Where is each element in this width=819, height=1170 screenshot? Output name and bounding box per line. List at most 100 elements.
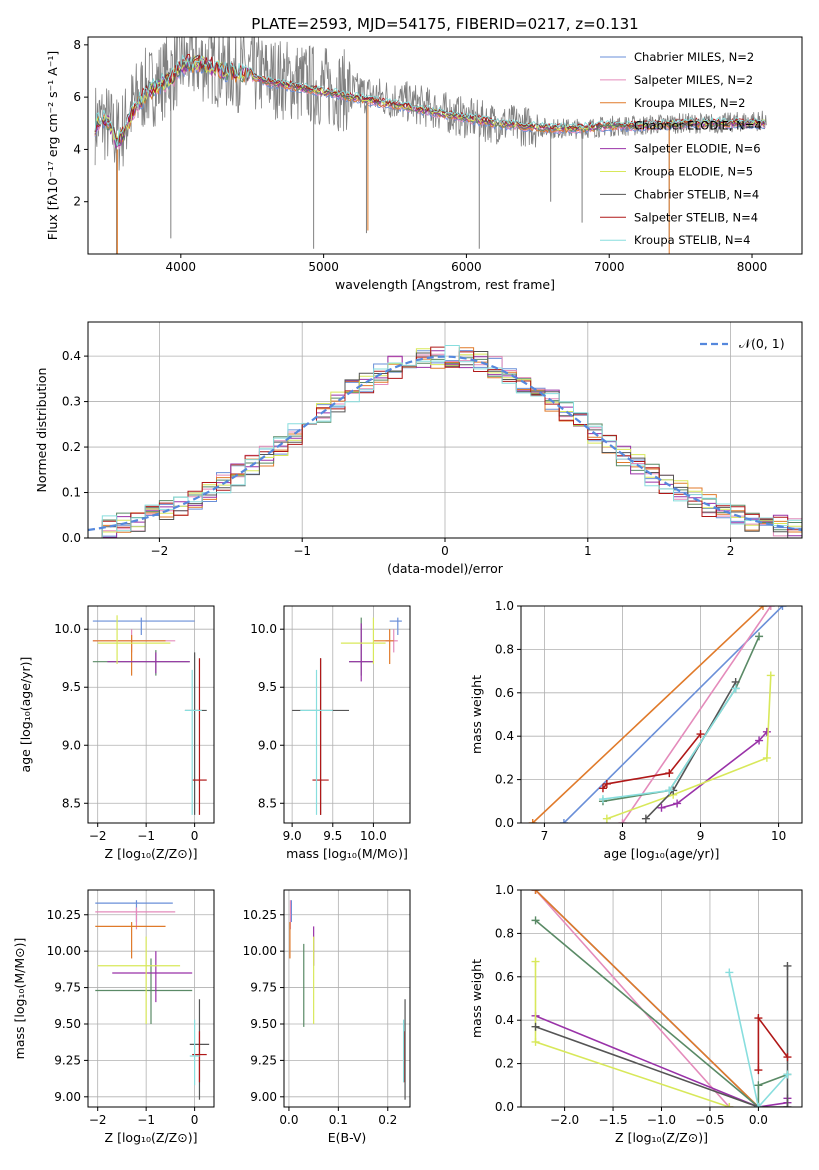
weight-line-7 [602, 733, 702, 789]
legend-label: Kroupa MILES, NSSP=2 [634, 96, 746, 110]
weight-marker [531, 1022, 540, 1031]
y-tick-label: 9.00 [250, 1090, 277, 1104]
axes-frame [87, 889, 215, 1108]
weight-marker [762, 727, 771, 736]
x-tick-label: −1 [137, 829, 155, 843]
x-tick-label: 0.0 [749, 1113, 768, 1127]
y-tick-label: 6 [73, 90, 81, 104]
y-axis-label: mass weight [469, 959, 484, 1038]
gaussian-curve [88, 355, 802, 532]
weight-line-7 [757, 1015, 789, 1071]
weight-vs-Z-panel: −2.0 −1.5 −1.0 −0.5 0.0 0.0 0.2 0.4 0.6 0.8 1.0 Z [… [469, 883, 803, 1145]
x-tick-label: 0.0 [279, 1113, 298, 1127]
legend-label: 𝒩(0, 1) [739, 336, 785, 351]
weight-marker [725, 968, 734, 977]
legend: Chabrier MILES, NSSP=2 Salpeter MILES, NS… [600, 50, 762, 247]
axes-frame [87, 605, 215, 824]
y-tick-label: 10.00 [47, 944, 81, 958]
plot-area [94, 37, 767, 254]
x-tick-label: 5000 [308, 260, 339, 274]
y-tick-label: 9.25 [54, 1053, 81, 1067]
x-tick-label: 6000 [451, 260, 482, 274]
chart-title: PLATE=2593, MJD=54175, FIBERID=0217, z=0… [251, 15, 638, 33]
x-tick-label: 0.1 [329, 1113, 348, 1127]
y-axis-label: mass [log₁₀(M/M⊙)] [12, 938, 27, 1060]
x-tick-label: 9.0 [283, 829, 302, 843]
age-vs-mass-panel: 9.0 9.5 10.0 8.5 9.0 9.5 10.0 mass [log₁₀(M/M⊙)… [250, 605, 411, 861]
y-tick-label: 10.25 [243, 908, 277, 922]
legend-label: Chabrier STELIB, NSSP=4 [634, 187, 759, 201]
x-axis-label: E(B-V) [328, 1130, 367, 1145]
y-tick-label: 0.0 [62, 531, 81, 545]
histogram-series-8 [88, 345, 802, 538]
weight-line-8 [728, 972, 789, 1107]
axes-frame [520, 605, 803, 824]
y-tick-label: 9.5 [62, 680, 81, 694]
weight-marker [696, 730, 705, 739]
x-tick-label: 0 [441, 544, 449, 558]
weight-marker [783, 961, 792, 970]
y-tick-label: 9.0 [62, 738, 81, 752]
weight-line-1 [621, 606, 772, 823]
y-tick-label: 0.3 [62, 395, 81, 409]
weight-marker [754, 1081, 763, 1090]
y-tick-label: 9.00 [54, 1090, 81, 1104]
weight-marker [531, 916, 540, 925]
y-tick-label: 0.4 [495, 1013, 514, 1027]
plot-area [289, 900, 406, 1100]
y-tick-label: 8.5 [258, 796, 277, 810]
weight-marker [754, 1103, 763, 1107]
legend-label: Salpeter MILES, NSSP=2 [634, 73, 753, 87]
x-axis-label: age [log₁₀(age/yr)] [604, 846, 720, 861]
plot-area [528, 606, 787, 823]
weight-marker [531, 1037, 540, 1046]
weight-line-4 [661, 731, 768, 809]
weight-marker [665, 786, 674, 795]
y-tick-label: 8.5 [62, 796, 81, 810]
mass-vs-ebv-panel: 0.0 0.1 0.2 9.00 9.25 9.50 9.75 10.00 10.25 E(B-V… [243, 889, 411, 1145]
y-tick-label: 10.0 [250, 622, 277, 636]
x-tick-label: 9 [697, 829, 705, 843]
x-axis-label: Z [log₁₀(Z/Z⊙)] [105, 846, 198, 861]
y-axis-label: age [log₁₀(age/yr)] [18, 657, 33, 773]
weight-marker [754, 1066, 763, 1075]
y-tick-label: 0.4 [495, 729, 514, 743]
y-tick-label: 0.6 [495, 686, 514, 700]
x-tick-label: 7 [541, 829, 549, 843]
y-axis-label: Normed distribution [34, 368, 49, 493]
x-tick-label: 0.2 [378, 1113, 397, 1127]
weight-marker [559, 819, 568, 823]
plot-area [88, 345, 802, 538]
x-axis-label: wavelength [Angstrom, rest frame] [335, 277, 555, 292]
axes-frame [283, 889, 411, 1108]
x-tick-label: 4000 [166, 260, 197, 274]
legend-label: Salpeter ELODIE, NSSP=6 [634, 142, 761, 156]
weight-marker [725, 1103, 734, 1107]
weight-marker [602, 779, 611, 788]
x-axis-label: Z [log₁₀(Z/Z⊙)] [105, 1130, 198, 1145]
y-tick-label: 2 [73, 195, 81, 209]
weight-line-1 [534, 890, 730, 1107]
y-tick-label: 9.75 [54, 981, 81, 995]
weight-line-8 [602, 688, 737, 800]
plot-area [95, 900, 210, 1100]
weight-marker [754, 1014, 763, 1023]
x-tick-label: 8000 [737, 260, 768, 274]
y-tick-label: 1.0 [495, 883, 514, 897]
histogram-panel: −2 −1 0 1 2 0.0 0.1 0.2 0.3 0.4 (data-model)/error… [34, 321, 803, 576]
weight-marker [762, 753, 771, 762]
weight-marker [783, 1103, 792, 1107]
plot-area [292, 617, 402, 815]
y-tick-label: 0.2 [62, 440, 81, 454]
y-tick-label: 0.0 [495, 816, 514, 830]
x-tick-label: 10.0 [360, 829, 387, 843]
x-tick-label: −2 [89, 1113, 107, 1127]
y-tick-label: 1.0 [495, 599, 514, 613]
weight-marker [665, 769, 674, 778]
y-axis-label: Flux [fλ10⁻¹⁷ erg cm⁻² s⁻¹ A⁻¹] [45, 51, 60, 240]
mass-vs-Z-panel: −2 −1 0 9.00 9.25 9.50 9.75 10.00 10.25 Z [log₁₀(… [12, 889, 215, 1145]
weight-marker [778, 606, 787, 610]
x-tick-label: 2 [727, 544, 735, 558]
weight-marker [531, 957, 540, 966]
legend-label: Kroupa STELIB, NSSP=4 [634, 233, 751, 247]
